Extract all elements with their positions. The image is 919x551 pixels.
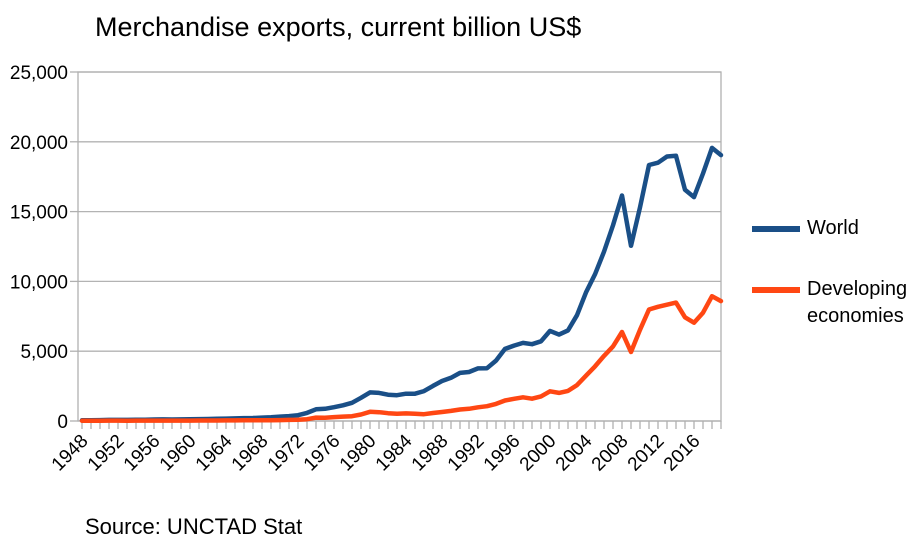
x-tick-label-1988: 1988 — [408, 431, 453, 476]
x-tick-label-2016: 2016 — [660, 431, 705, 476]
x-tick-label-2000: 2000 — [516, 431, 561, 476]
x-tick-label-1992: 1992 — [444, 431, 489, 476]
legend: World Developing economies — [752, 215, 913, 364]
x-tick-label-2008: 2008 — [588, 431, 633, 476]
y-tick-label-25000: 25,000 — [10, 63, 68, 84]
y-tick-label-10000: 10,000 — [10, 272, 68, 293]
plot-border — [77, 71, 722, 422]
x-tick-label-1968: 1968 — [228, 431, 273, 476]
x-tick-label-2004: 2004 — [552, 430, 597, 475]
x-tick-label-1976: 1976 — [300, 431, 345, 476]
x-tick-label-1996: 1996 — [480, 431, 525, 476]
x-tick-label-1952: 1952 — [84, 431, 129, 476]
chart-title: Merchandise exports, current billion US$ — [95, 12, 582, 42]
legend-label-world: World — [807, 217, 859, 239]
x-tick-label-1972: 1972 — [264, 431, 309, 476]
series-line-world — [79, 145, 724, 423]
legend-item-world: World — [752, 215, 913, 242]
developing-economies-line-swatch — [752, 287, 800, 293]
x-tick-label-1956: 1956 — [120, 431, 165, 476]
y-tick-label-5000: 5,000 — [20, 342, 68, 363]
x-tick-label-1948: 1948 — [48, 431, 93, 476]
x-tick-label-1984: 1984 — [372, 430, 417, 475]
x-tick-label-1960: 1960 — [156, 431, 201, 476]
y-tick-label-15000: 15,000 — [10, 203, 68, 224]
x-tick-label-1980: 1980 — [336, 431, 381, 476]
x-tick-label-1964: 1964 — [192, 430, 237, 475]
x-tick-label-2012: 2012 — [624, 431, 669, 476]
series-line-developing-economies — [79, 293, 724, 424]
legend-item-developing-economies: Developing economies — [752, 276, 913, 330]
legend-label-developing-economies: Developing economies — [807, 278, 908, 327]
y-tick-label-0: 0 — [57, 412, 68, 433]
world-line-swatch — [752, 226, 800, 232]
source-note: Source: UNCTAD Stat — [85, 514, 303, 539]
y-tick-label-20000: 20,000 — [10, 133, 68, 154]
